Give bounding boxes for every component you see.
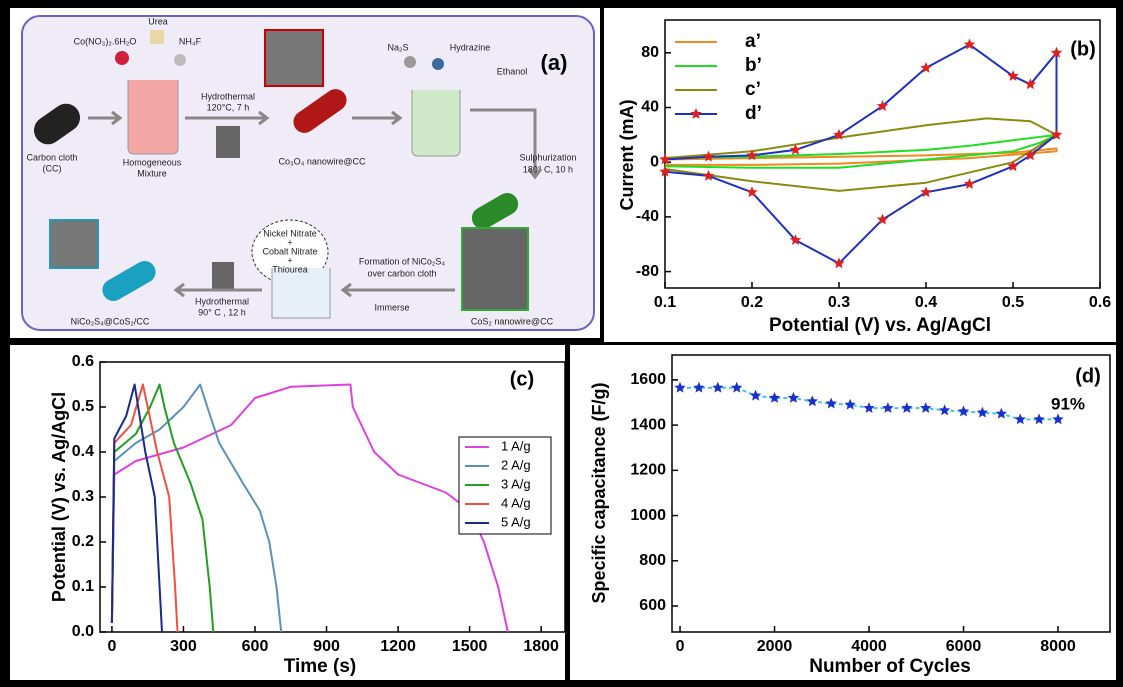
legend-label: d’ [745,103,762,124]
label: CoS₂ nanowire@CC [471,316,554,326]
x-tick-label: 1200 [380,638,416,655]
annotation: 91% [1051,394,1085,413]
y-tick-label: -40 [636,208,659,225]
y-tick-label: 0.1 [72,578,94,595]
label: Sulphurization [519,152,576,162]
y-tick-label: 80 [641,44,659,61]
sem-image [50,220,98,268]
y-tick-label: 40 [641,99,659,116]
label: NiCo₂S₄@CoS₂/CC [71,316,150,326]
x-axis-label: Number of Cycles [809,656,971,677]
label: 90° C , 12 h [198,307,246,317]
y-tick-label: 0.6 [72,353,94,370]
panel-label: (c) [510,368,534,390]
y-axis-label: Current (mA) [617,99,637,210]
label: Urea [148,16,168,26]
label: Hydrothermal [201,91,255,101]
x-tick-label: 2000 [757,638,793,655]
legend-label: a’ [745,31,761,52]
legend-label: 1 A/g [501,438,531,453]
x-tick-label: 0 [107,638,116,655]
x-tick-label: 1800 [523,638,559,655]
label: Homogeneous [123,157,182,167]
autoclave [212,262,234,290]
label: 180° C, 10 h [523,164,573,174]
x-tick-label: 600 [242,638,269,655]
icon [174,54,186,66]
panel-label: (b) [1070,38,1096,60]
label: Mixture [137,168,167,178]
y-tick-label: 0.3 [72,488,94,505]
y-tick-label: 1000 [630,507,666,524]
x-tick-label: 8000 [1040,638,1076,655]
y-tick-label: 800 [639,552,666,569]
legend-label: 2 A/g [501,457,531,472]
label: Formation of NiCo₂S₄ [359,256,446,266]
y-tick-label: 0.4 [72,443,94,460]
x-tick-label: 0.2 [741,294,763,311]
label: Hydrazine [450,42,491,52]
icon [404,56,416,68]
label: over carbon cloth [367,268,436,278]
sem-image [265,30,323,86]
y-tick-label: -80 [636,263,659,280]
y-tick-label: 1200 [630,462,666,479]
legend-label: b’ [745,55,762,76]
figure: Co(NO₃)₂.6H₂O Urea NH₄F Carbon cloth (CC… [0,0,1123,687]
panel-label: (a) [541,50,568,75]
y-axis-label: Potential (V) vs. Ag/AgCl [49,392,69,602]
icon [115,51,129,65]
panel-label: (d) [1075,365,1101,387]
beaker [272,268,330,318]
y-axis-label: Specific capacitance (F/g) [589,382,609,603]
legend-label: 4 A/g [501,495,531,510]
label: Immerse [374,302,409,312]
beaker [412,90,460,156]
y-tick-label: 1400 [630,416,666,433]
x-tick-label: 0 [676,638,685,655]
legend-label: c’ [745,79,761,100]
autoclave [216,126,240,158]
x-tick-label: 4000 [851,638,887,655]
diagram: Co(NO₃)₂.6H₂O Urea NH₄F Carbon cloth (CC… [22,16,594,330]
x-tick-label: 1500 [452,638,488,655]
label: Thiourea [272,264,308,274]
sem-image [462,228,528,310]
x-tick-label: 300 [170,638,197,655]
label: 120°C, 7 h [207,102,250,112]
icon [432,58,444,70]
label: (CC) [43,163,62,173]
legend-label: 3 A/g [501,476,531,491]
y-tick-label: 600 [639,597,666,614]
y-tick-label: 0.5 [72,398,94,415]
label: Carbon cloth [26,152,77,162]
label: Na₂S [387,42,408,52]
x-tick-label: 0.4 [915,294,937,311]
x-tick-label: 0.6 [1089,294,1111,311]
x-tick-label: 6000 [946,638,982,655]
x-axis-label: Potential (V) vs. Ag/AgCl [769,315,991,336]
x-tick-label: 0.3 [828,294,850,311]
y-tick-label: 1600 [630,371,666,388]
x-tick-label: 0.5 [1002,294,1024,311]
y-tick-label: 0 [650,153,659,170]
beaker [128,80,178,154]
x-tick-label: 0.1 [654,294,676,311]
label: Ethanol [497,66,528,76]
y-tick-label: 0.0 [72,623,94,640]
label: Co₃O₄ nanowire@CC [278,156,366,166]
icon [150,30,164,44]
y-tick-label: 0.2 [72,533,94,550]
label: Hydrothermal [195,296,249,306]
x-tick-label: 900 [313,638,340,655]
legend-label: 5 A/g [501,514,531,529]
x-axis-label: Time (s) [284,656,357,677]
label: NH₄F [179,36,202,46]
label: Co(NO₃)₂.6H₂O [74,36,137,46]
panel-b-bg [604,8,1116,342]
